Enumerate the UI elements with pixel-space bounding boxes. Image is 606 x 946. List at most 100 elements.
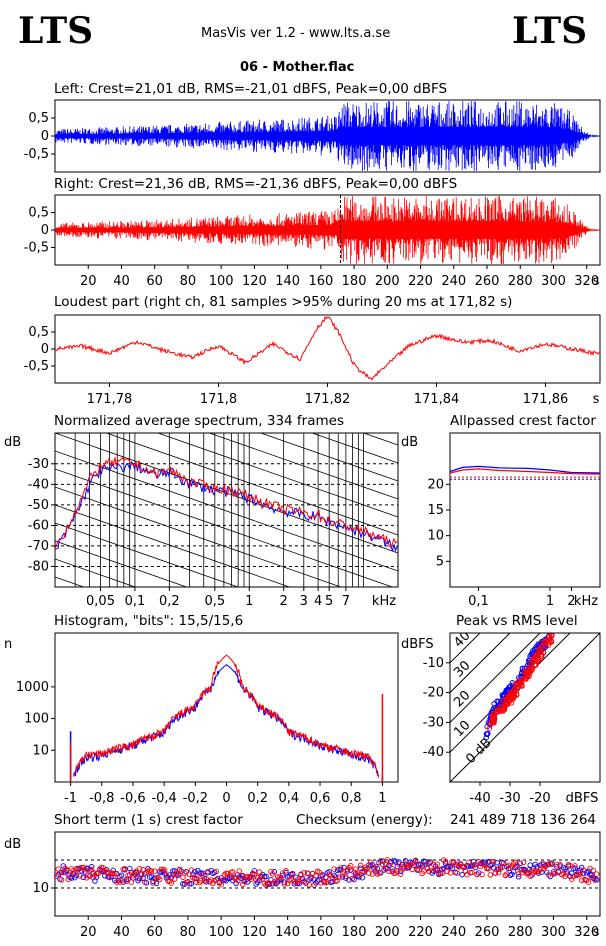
short-term-point-right [376, 870, 382, 877]
short-term-xtick-label: 60 [146, 925, 163, 940]
spectrum-xtick-label: 5 [325, 594, 333, 609]
histogram-title: Histogram, "bits": 15,5/15,6 [54, 613, 244, 629]
histogram-ytick-label: 1000 [16, 680, 49, 695]
peak-rms-point [533, 662, 539, 668]
peak-rms-diagonal [450, 633, 541, 723]
spectrum-ylabel: dB [4, 435, 21, 450]
short-term-point-right [472, 862, 479, 868]
short-term-point-right [138, 872, 145, 878]
peak-rms-ytick-label: -40 [423, 745, 444, 760]
short-term-point-right [213, 868, 219, 875]
short-term-point-right [77, 873, 83, 879]
short-term-point-right [150, 880, 156, 886]
short-term-point-left [588, 872, 595, 878]
short-term-point-left [191, 868, 198, 875]
crest-factor-series-left [449, 465, 601, 474]
peak-rms-point [484, 731, 490, 738]
short-term-point-right [58, 877, 65, 883]
peak-rms-point [528, 658, 535, 665]
short-term-point-right [441, 857, 447, 863]
spectrum-xtick-label: 0,2 [159, 594, 180, 609]
peak-rms-point [515, 679, 521, 685]
short-term-point-right [401, 865, 407, 872]
right-waveform-signal [55, 196, 599, 264]
spectrum-xtick-label: 7 [342, 594, 350, 609]
spectrum-slope-line [55, 504, 291, 587]
histogram-xtick-label: -0,8 [89, 791, 114, 806]
short-term-point-right [235, 878, 241, 884]
short-term-point-right [259, 876, 266, 882]
short-term-xtick-label: 240 [441, 925, 466, 940]
short-term-point-right [575, 871, 582, 878]
peak-rms-xlabel: dBFS [566, 791, 599, 806]
short-term-xunit: s [593, 925, 600, 940]
spectrum-xunit: kHz [372, 594, 396, 609]
short-term-xtick-label: 280 [508, 925, 533, 940]
spectrum-ytick-label: -40 [28, 477, 49, 492]
short-term-point-right [63, 866, 70, 873]
short-term-point-right [136, 866, 143, 872]
short-term-point-right [105, 869, 111, 875]
short-term-point-right [221, 872, 228, 878]
time-axis-xtick-label: 260 [475, 274, 500, 289]
histogram-xtick-label: -0,2 [183, 791, 208, 806]
peak-rms-point [491, 715, 497, 721]
short-term-point-right [324, 879, 331, 885]
time-axis-xtick-label: 200 [375, 274, 400, 289]
peak-rms-point [506, 695, 513, 702]
peak-rms-ylabel: dBFS [401, 637, 434, 652]
spectrum-xtick-label: 3 [300, 594, 308, 609]
histogram-series-left [73, 664, 380, 777]
short-term-point-right [372, 863, 379, 870]
short-term-point-right [446, 864, 452, 871]
crest-factor-title: Allpassed crest factor [450, 413, 596, 429]
short-term-point-right [316, 869, 322, 875]
short-term-point-right [500, 860, 507, 866]
crest-factor-frame [449, 432, 601, 588]
short-term-point-right [461, 863, 467, 870]
left-waveform-ytick-label: -0,5 [24, 147, 49, 162]
short-term-point-right [343, 873, 349, 880]
peak-rms-point [528, 665, 535, 671]
short-term-point-right [485, 865, 492, 872]
short-term-point-right [238, 872, 244, 879]
short-term-point-right [366, 870, 372, 876]
peak-rms-ytick-label: -20 [423, 686, 444, 701]
short-term-point-right [289, 871, 296, 878]
peak-rms-point [535, 657, 542, 663]
short-term-point-left [475, 870, 482, 876]
short-term-point-right [357, 862, 364, 869]
short-term-point-right [236, 868, 243, 874]
short-term-point-right [555, 868, 562, 874]
time-axis-unit: s [593, 274, 600, 289]
crest-factor-ytick-label: 15 [427, 503, 444, 518]
short-term-point-right [412, 858, 419, 864]
spectrum-slope-line [55, 685, 398, 805]
peak-rms-point [519, 678, 525, 684]
short-term-point-right [494, 866, 500, 873]
short-term-point-right [230, 869, 236, 875]
short-term-point-right [72, 870, 78, 876]
crest-factor-ytick-label: 10 [427, 529, 444, 544]
histogram-xtick-label: -0,6 [120, 791, 145, 806]
short-term-point-right [248, 876, 254, 883]
peak-rms-point [536, 646, 543, 652]
short-term-point-right [293, 879, 299, 886]
short-term-point-left [339, 874, 346, 880]
time-axis-xtick-label: 140 [275, 274, 300, 289]
short-term-point-right [311, 882, 317, 888]
spectrum-slope-line [55, 721, 398, 841]
short-term-point-right [127, 872, 133, 878]
peak-rms-point [491, 711, 497, 717]
short-term-point-right [269, 871, 276, 877]
short-term-point-right [424, 865, 430, 872]
short-term-ylabel: dB [4, 837, 21, 852]
short-term-point-right [95, 870, 101, 877]
short-term-point-right [545, 872, 552, 878]
time-axis-xtick-label: 20 [80, 274, 97, 289]
peak-rms-diagonal-label: 20 [451, 688, 473, 710]
short-term-point-right [406, 862, 412, 868]
time-axis-xtick-label: 180 [342, 274, 367, 289]
peak-rms-ytick-label: -10 [423, 656, 444, 671]
spectrum-slope-line [55, 307, 398, 427]
